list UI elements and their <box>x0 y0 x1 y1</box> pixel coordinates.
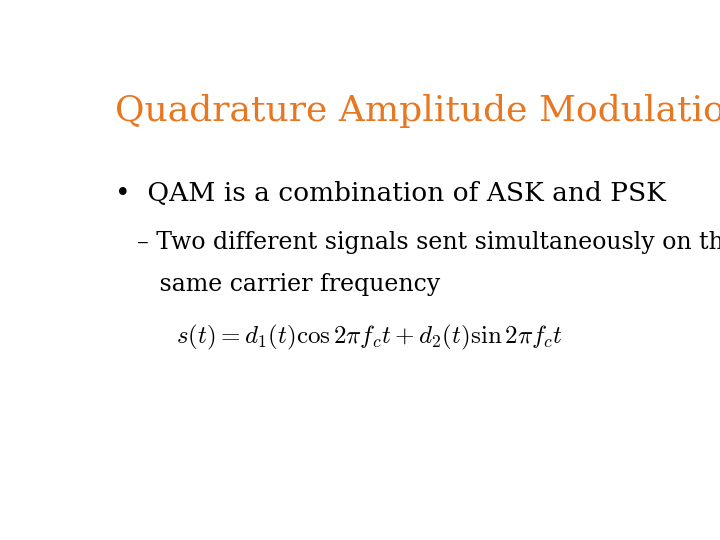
Text: same carrier frequency: same carrier frequency <box>138 273 441 296</box>
Text: $s(t)= d_1(t)\cos 2\pi f_c t + d_2(t)\sin 2\pi f_c t$: $s(t)= d_1(t)\cos 2\pi f_c t + d_2(t)\si… <box>176 322 562 352</box>
Text: Quadrature Amplitude Modulation: Quadrature Amplitude Modulation <box>115 94 720 128</box>
Text: – Two different signals sent simultaneously on the: – Two different signals sent simultaneou… <box>138 231 720 254</box>
Text: •  QAM is a combination of ASK and PSK: • QAM is a combination of ASK and PSK <box>115 181 666 206</box>
